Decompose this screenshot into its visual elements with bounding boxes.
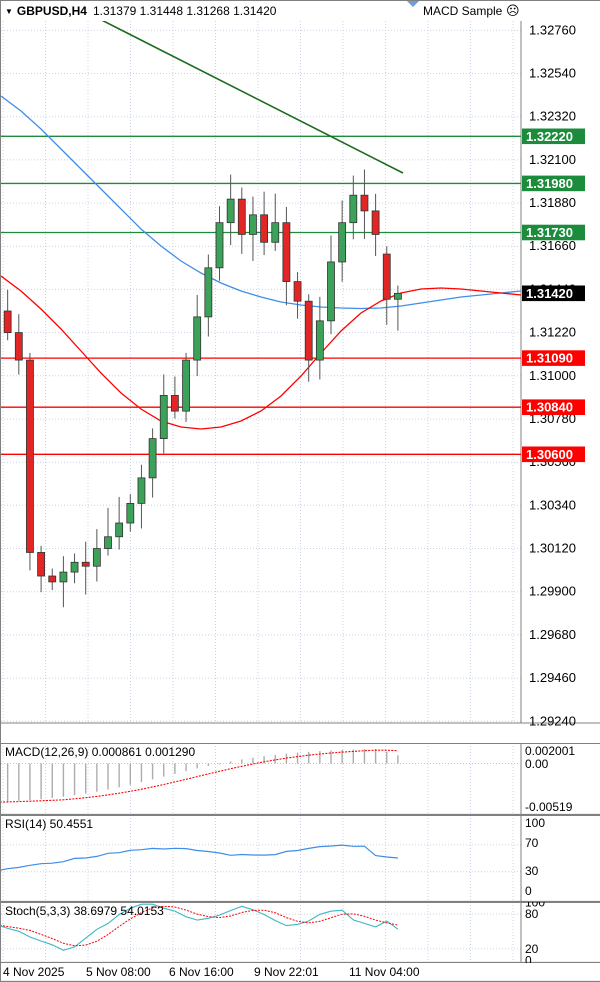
svg-text:1.29240: 1.29240: [529, 713, 576, 728]
svg-text:6 Nov 16:00: 6 Nov 16:00: [169, 965, 234, 979]
svg-text:MACD(12,26,9) 0.000861 0.00129: MACD(12,26,9) 0.000861 0.001290: [5, 745, 195, 759]
svg-text:0: 0: [525, 954, 532, 964]
svg-text:1.31660: 1.31660: [529, 238, 576, 253]
svg-text:1.31880: 1.31880: [529, 195, 576, 210]
svg-text:0.00: 0.00: [525, 757, 549, 771]
svg-text:1.30840: 1.30840: [526, 400, 573, 415]
svg-text:1.32320: 1.32320: [529, 109, 576, 124]
svg-text:1.31420: 1.31420: [526, 286, 573, 301]
svg-text:1.32100: 1.32100: [529, 152, 576, 167]
svg-text:5 Nov 08:00: 5 Nov 08:00: [86, 965, 151, 979]
svg-text:1.29900: 1.29900: [529, 584, 576, 599]
svg-text:1.29460: 1.29460: [529, 670, 576, 685]
svg-text:30: 30: [525, 864, 539, 878]
svg-text:1.31000: 1.31000: [529, 368, 576, 383]
svg-text:-0.00519: -0.00519: [525, 800, 573, 814]
svg-text:1.32540: 1.32540: [529, 66, 576, 81]
svg-text:Stoch(5,3,3) 38.6979 54.0153: Stoch(5,3,3) 38.6979 54.0153: [5, 904, 164, 918]
svg-text:100: 100: [525, 816, 545, 830]
svg-text:1.31730: 1.31730: [526, 225, 573, 240]
svg-text:1.31980: 1.31980: [526, 176, 573, 191]
svg-text:1.29680: 1.29680: [529, 627, 576, 642]
svg-text:RSI(14) 50.4551: RSI(14) 50.4551: [5, 817, 93, 831]
svg-text:1.31220: 1.31220: [529, 325, 576, 340]
svg-text:1.30600: 1.30600: [526, 447, 573, 462]
svg-text:0.002001: 0.002001: [525, 744, 575, 758]
svg-text:1.32760: 1.32760: [529, 22, 576, 37]
svg-text:0: 0: [525, 884, 532, 898]
svg-text:1.30120: 1.30120: [529, 541, 576, 556]
svg-text:80: 80: [525, 907, 539, 921]
svg-text:4 Nov 2025: 4 Nov 2025: [3, 965, 65, 979]
svg-text:1.31090: 1.31090: [526, 351, 573, 366]
svg-text:70: 70: [525, 836, 539, 850]
svg-text:9 Nov 22:01: 9 Nov 22:01: [254, 965, 319, 979]
svg-text:1.32220: 1.32220: [526, 129, 573, 144]
svg-text:11 Nov 04:00: 11 Nov 04:00: [349, 965, 420, 979]
svg-text:1.30340: 1.30340: [529, 497, 576, 512]
